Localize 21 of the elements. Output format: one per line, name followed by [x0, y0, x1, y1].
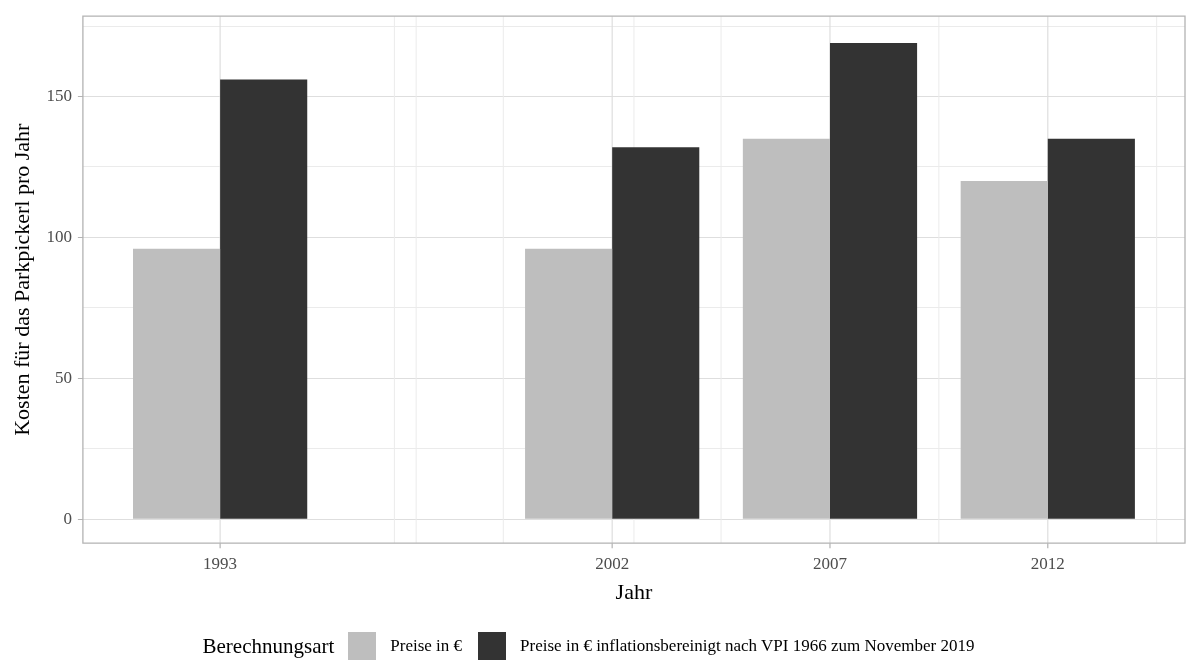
y-tick-label: 100 — [46, 226, 72, 246]
x-tick-label: 2002 — [595, 553, 630, 573]
legend-label: Preise in € inflationsbereinigt nach VPI 1966 zum November 2019 — [520, 636, 975, 656]
bar — [829, 42, 918, 519]
x-axis-title: Jahr — [615, 578, 653, 604]
x-tick-label: 2012 — [1030, 553, 1065, 573]
x-tick-label: 1993 — [203, 553, 238, 573]
bar — [1047, 138, 1135, 519]
bar — [133, 248, 221, 519]
bar — [612, 147, 700, 519]
y-axis-title: Kosten für das Parkpickerl pro Jahr — [8, 122, 34, 436]
x-tick-label: 2007 — [812, 553, 848, 573]
y-tick-label: 150 — [46, 85, 72, 105]
y-tick-label: 50 — [54, 367, 72, 387]
bar — [742, 138, 830, 519]
y-tick-label: 0 — [63, 508, 72, 528]
legend-title: Berechnungsart — [202, 633, 335, 659]
bar — [220, 79, 308, 519]
bar — [960, 181, 1048, 519]
legend-label: Preise in € — [390, 636, 463, 656]
bar — [525, 248, 613, 519]
